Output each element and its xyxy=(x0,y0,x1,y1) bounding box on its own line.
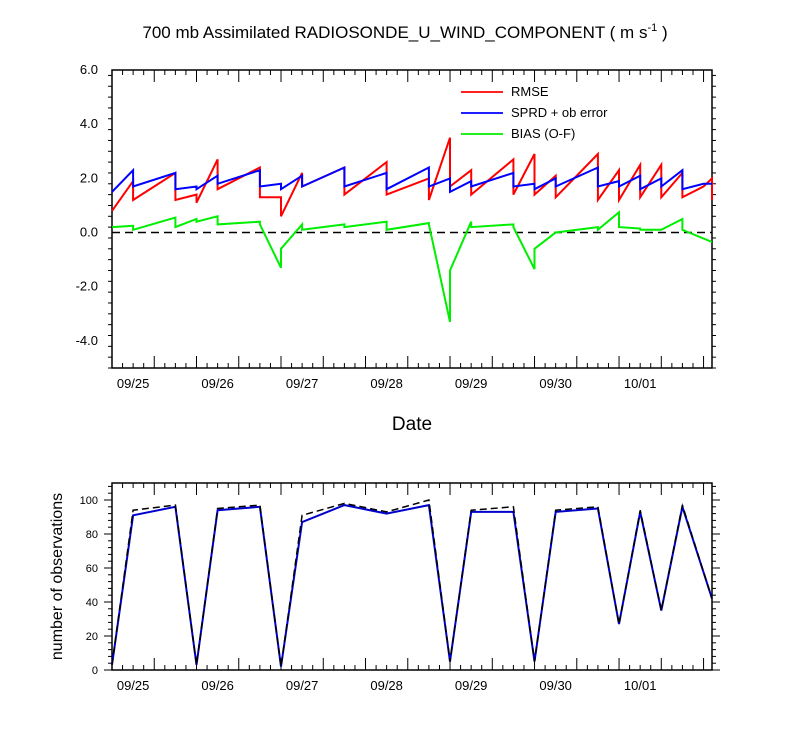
series-line-rmse xyxy=(111,137,713,217)
rmse-spread-bias-plot: 6.0 4.0 2.0 0.0 -2.0 -4.0 09/25 09/26 09/27 09/28… xyxy=(76,62,716,435)
chart-title-superscript: -1 xyxy=(647,22,657,34)
x-tick-label: 09/28 xyxy=(370,376,403,391)
legend-label: BIAS (O-F) xyxy=(511,126,575,141)
y-tick-label: 4.0 xyxy=(80,116,98,131)
y-tick-label: 60 xyxy=(86,563,98,575)
x-tick-label: 09/30 xyxy=(539,678,572,693)
x-tick-label: 09/27 xyxy=(286,376,319,391)
chart-title-main: 700 mb Assimilated RADIOSONDE_U_WIND_COM… xyxy=(142,23,647,42)
legend-label: SPRD + ob error xyxy=(511,105,608,120)
series-line-assimilated xyxy=(111,502,713,667)
plot-frame xyxy=(111,69,713,369)
x-tick-label: 09/30 xyxy=(539,376,572,391)
y-tick-label: -2.0 xyxy=(76,279,98,294)
y-axis-title: number of observations xyxy=(49,493,66,660)
series-line-bias-o-f xyxy=(111,210,713,323)
legend-label: RMSE xyxy=(511,84,549,99)
x-axis-title: Date xyxy=(392,414,432,435)
series-line-possible xyxy=(111,499,713,667)
x-tick-label: 09/29 xyxy=(455,376,488,391)
x-tick-label: 10/01 xyxy=(624,376,657,391)
x-tick-label: 09/25 xyxy=(117,678,150,693)
y-tick-label: 100 xyxy=(80,495,98,507)
observation-count-plot: 0 20 40 60 80 100 09/25 09/26 09/27 09/28 09/29 09/… xyxy=(49,482,720,693)
chart-title-close: ) xyxy=(657,23,667,42)
y-tick-label: 0 xyxy=(92,665,98,677)
x-tick-label: 09/26 xyxy=(201,678,234,693)
plot-frame xyxy=(111,482,713,671)
series-line-sprd-ob-error xyxy=(111,165,712,194)
y-tick-label: 0.0 xyxy=(80,225,98,240)
x-tick-label: 09/28 xyxy=(370,678,403,693)
x-tick-label: 10/01 xyxy=(624,678,657,693)
x-tick-label: 09/29 xyxy=(455,678,488,693)
y-tick-label: 40 xyxy=(86,597,98,609)
y-tick-label: 20 xyxy=(86,631,98,643)
x-tick-label: 09/27 xyxy=(286,678,319,693)
y-tick-label: 6.0 xyxy=(80,62,98,77)
chart-title: 700 mb Assimilated RADIOSONDE_U_WIND_COM… xyxy=(142,22,667,42)
y-tick-label: 80 xyxy=(86,529,98,541)
x-tick-label: 09/25 xyxy=(117,376,150,391)
x-tick-label: 09/26 xyxy=(201,376,234,391)
y-tick-label: 2.0 xyxy=(80,170,98,185)
y-tick-label: -4.0 xyxy=(76,333,98,348)
